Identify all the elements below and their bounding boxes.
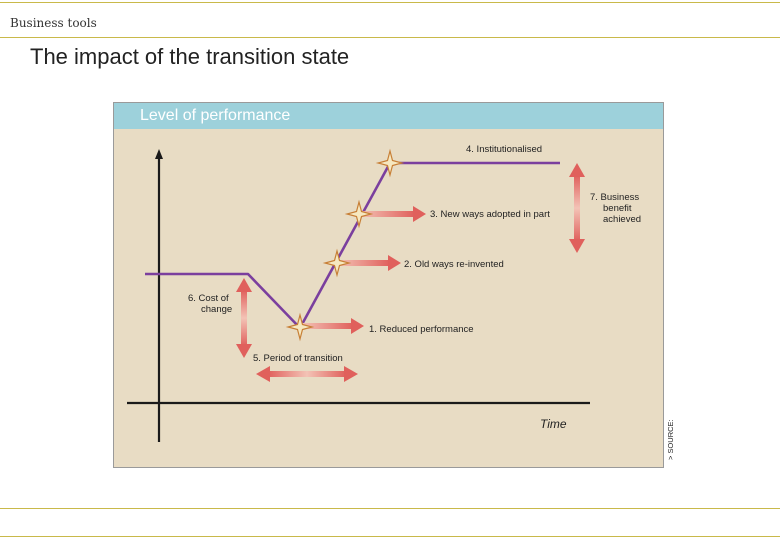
arrow-reduced-performance [302,318,364,334]
star-institutionalised-icon [375,148,405,178]
label-benefit-line1: 7. Business [590,192,640,203]
arrow-business-benefit [569,163,585,253]
page-title: The impact of the transition state [30,44,350,69]
arrow-cost-of-change [236,278,252,358]
label-old-ways: 2. Old ways re-invented [404,259,504,270]
axes [127,149,590,442]
label-reduced-performance: 1. Reduced performance [369,324,474,335]
star-reduced-performance-icon [285,312,315,342]
section-label: Business tools [10,16,97,30]
label-period-of-transition: 5. Period of transition [253,353,343,364]
header-rule [0,37,780,38]
source-label: > SOURCE: [664,419,678,462]
diagram-header: Level of performance [114,103,663,129]
footer-rule-top [0,508,780,509]
arrow-old-ways [337,255,401,271]
star-new-ways-icon [344,199,374,229]
top-rule [0,2,780,3]
label-new-ways: 3. New ways adopted in part [430,209,550,220]
arrow-period-of-transition [256,366,358,382]
label-benefit-line2: benefit [603,203,632,214]
label-benefit-line3: achieved [603,214,642,225]
source-text: > SOURCE: [666,419,675,460]
footer-rule-bottom [0,536,780,537]
diagram-header-title: Level of performance [140,107,291,124]
label-cost-of-change-line1: 6. Cost of [188,293,229,304]
label-institutionalised: 4. Institutionalised [466,144,543,155]
star-old-ways-icon [322,248,352,278]
label-cost-of-change-line2: change [201,304,233,315]
arrow-new-ways [359,206,426,222]
x-axis-label: Time [540,417,567,431]
